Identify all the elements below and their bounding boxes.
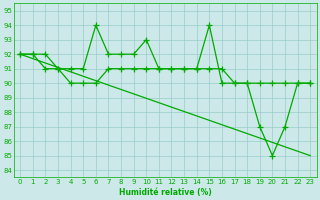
X-axis label: Humidité relative (%): Humidité relative (%) — [119, 188, 212, 197]
